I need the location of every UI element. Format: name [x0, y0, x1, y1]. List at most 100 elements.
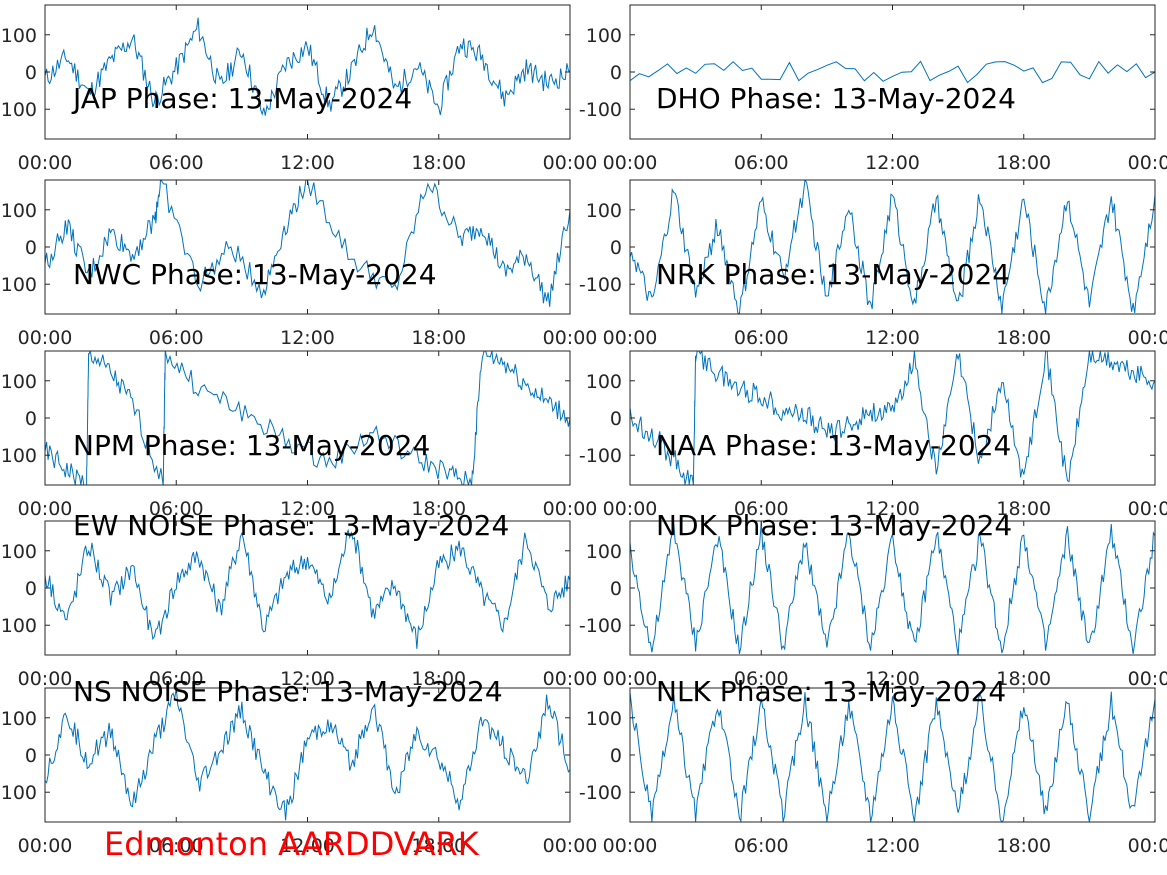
- axes-box: [629, 687, 1156, 823]
- y-tick-label: 100: [586, 200, 622, 222]
- panel-nwc: 00:00 06:00 12:00 18:00 00:00 100 0 100 NWC Phas…: [1, 179, 598, 349]
- site-label: Edmonton AARDDVARK: [104, 825, 479, 863]
- x-tick-label: 06:00: [734, 152, 789, 174]
- x-tick-label: 12:00: [280, 327, 335, 349]
- x-tick-label: 18:00: [996, 152, 1051, 174]
- y-tick-label: -100: [579, 782, 622, 804]
- x-tick-label: 18:00: [411, 152, 466, 174]
- y-tick-label: 0: [610, 237, 622, 259]
- y-tick-label: 100: [586, 25, 622, 47]
- panel-title: JAP Phase: 13-May-2024: [71, 82, 412, 115]
- x-tick-label: 00:00: [603, 498, 658, 520]
- x-tick-label: 12:00: [865, 835, 920, 857]
- panel-dho: 00:00 06:00 12:00 18:00 00:00 100 0 -100 DHO Pha…: [579, 4, 1167, 174]
- x-tick-label: 06:00: [149, 668, 204, 690]
- panel-title: EW NOISE Phase: 13-May-2024: [73, 509, 509, 542]
- x-tick-label: 12:00: [865, 152, 920, 174]
- panel-title: NS NOISE Phase: 13-May-2024: [73, 675, 503, 708]
- y-tick-label: 100: [1, 708, 37, 730]
- y-tick-label: 0: [610, 578, 622, 600]
- y-tick-label: -100: [579, 445, 622, 467]
- x-tick-label: 06:00: [734, 498, 789, 520]
- x-tick-label: 06:00: [734, 327, 789, 349]
- x-tick-label: 00:00: [1128, 152, 1167, 174]
- phase-trace: [45, 528, 570, 649]
- x-tick-label: 18:00: [411, 668, 466, 690]
- phase-trace: [45, 351, 570, 485]
- x-tick-label: 18:00: [411, 498, 466, 520]
- x-tick-label: 12:00: [865, 668, 920, 690]
- phase-trace: [45, 180, 570, 307]
- y-tick-label: -100: [579, 274, 622, 296]
- y-tick-label: 0: [25, 237, 37, 259]
- x-tick-label: 00:00: [543, 668, 598, 690]
- phase-trace: [630, 180, 1155, 314]
- panel-title: NDK Phase: 13-May-2024: [656, 509, 1012, 542]
- x-tick-label: 00:00: [18, 152, 73, 174]
- phase-trace: [630, 60, 1155, 84]
- y-tick-label: 100: [1, 541, 37, 563]
- y-tick-label: -100: [579, 615, 622, 637]
- phase-trace: [630, 351, 1155, 485]
- axes-box: [44, 4, 571, 140]
- x-tick-label: 18:00: [411, 327, 466, 349]
- panel-npm: 00:00 06:00 12:00 18:00 00:00 100 0 100 NPM Phas…: [1, 350, 597, 520]
- panel-title: DHO Phase: 13-May-2024: [656, 82, 1016, 115]
- y-tick-label: -100: [579, 99, 622, 121]
- x-tick-label: 06:00: [734, 668, 789, 690]
- x-tick-label: 00:00: [1128, 835, 1167, 857]
- phase-trace: [630, 691, 1155, 822]
- x-tick-label: 00:00: [543, 152, 598, 174]
- y-tick-label: 0: [610, 62, 622, 84]
- y-tick-label: 100: [586, 708, 622, 730]
- y-tick-label: 100: [1, 274, 37, 296]
- x-tick-label: 00:00: [18, 327, 73, 349]
- x-tick-label: 18:00: [996, 668, 1051, 690]
- x-tick-label: 00:00: [18, 498, 73, 520]
- axes-box: [629, 350, 1156, 486]
- x-tick-label: 00:00: [18, 668, 73, 690]
- x-tick-label: 12:00: [865, 327, 920, 349]
- x-tick-label: 06:00: [734, 835, 789, 857]
- x-tick-label: 18:00: [411, 835, 466, 857]
- y-tick-label: 100: [1, 25, 37, 47]
- y-tick-label: 100: [1, 371, 37, 393]
- y-tick-label: 0: [610, 745, 622, 767]
- panel-title: NLK Phase: 13-May-2024: [656, 675, 1006, 708]
- panel-title: NPM Phase: 13-May-2024: [73, 429, 430, 462]
- y-tick-label: 100: [1, 615, 37, 637]
- x-tick-label: 00:00: [1128, 327, 1167, 349]
- x-tick-label: 00:00: [603, 668, 658, 690]
- y-tick-label: 100: [1, 99, 37, 121]
- panel-title: NAA Phase: 13-May-2024: [656, 429, 1011, 462]
- y-tick-label: 0: [25, 578, 37, 600]
- x-tick-label: 06:00: [149, 152, 204, 174]
- x-tick-label: 12:00: [280, 498, 335, 520]
- x-tick-label: 06:00: [149, 498, 204, 520]
- panel-ndk: 00:00 06:00 12:00 18:00 00:00 100 0 -100 NDK Pha…: [579, 509, 1167, 690]
- panel-ns-noise: 00:00 06:00 12:00 18:00 00:00 100 0 100 NS NOISE…: [1, 675, 598, 857]
- phase-trace: [630, 521, 1155, 655]
- y-tick-label: 100: [586, 541, 622, 563]
- x-tick-label: 18:00: [996, 327, 1051, 349]
- x-tick-label: 00:00: [603, 152, 658, 174]
- x-tick-label: 00:00: [603, 327, 658, 349]
- y-tick-label: 100: [1, 782, 37, 804]
- panel-title: NWC Phase: 13-May-2024: [73, 258, 437, 291]
- panel-nrk: 00:00 06:00 12:00 18:00 00:00 100 0 -100 NRK Pha…: [579, 179, 1167, 349]
- x-tick-label: 00:00: [603, 835, 658, 857]
- panel-title: NRK Phase: 13-May-2024: [656, 258, 1010, 291]
- x-tick-label: 18:00: [996, 835, 1051, 857]
- y-tick-label: 0: [25, 408, 37, 430]
- x-tick-label: 18:00: [996, 498, 1051, 520]
- axes-box: [629, 179, 1156, 315]
- y-tick-label: 100: [1, 200, 37, 222]
- y-tick-label: 100: [1, 445, 37, 467]
- x-tick-label: 12:00: [280, 668, 335, 690]
- y-tick-label: 0: [25, 745, 37, 767]
- x-tick-label: 00:00: [543, 327, 598, 349]
- panel-nlk: 00:00 06:00 12:00 18:00 00:00 100 0 -100 NLK Pha…: [579, 675, 1167, 857]
- axes-box: [44, 350, 571, 486]
- x-tick-label: 06:00: [149, 835, 204, 857]
